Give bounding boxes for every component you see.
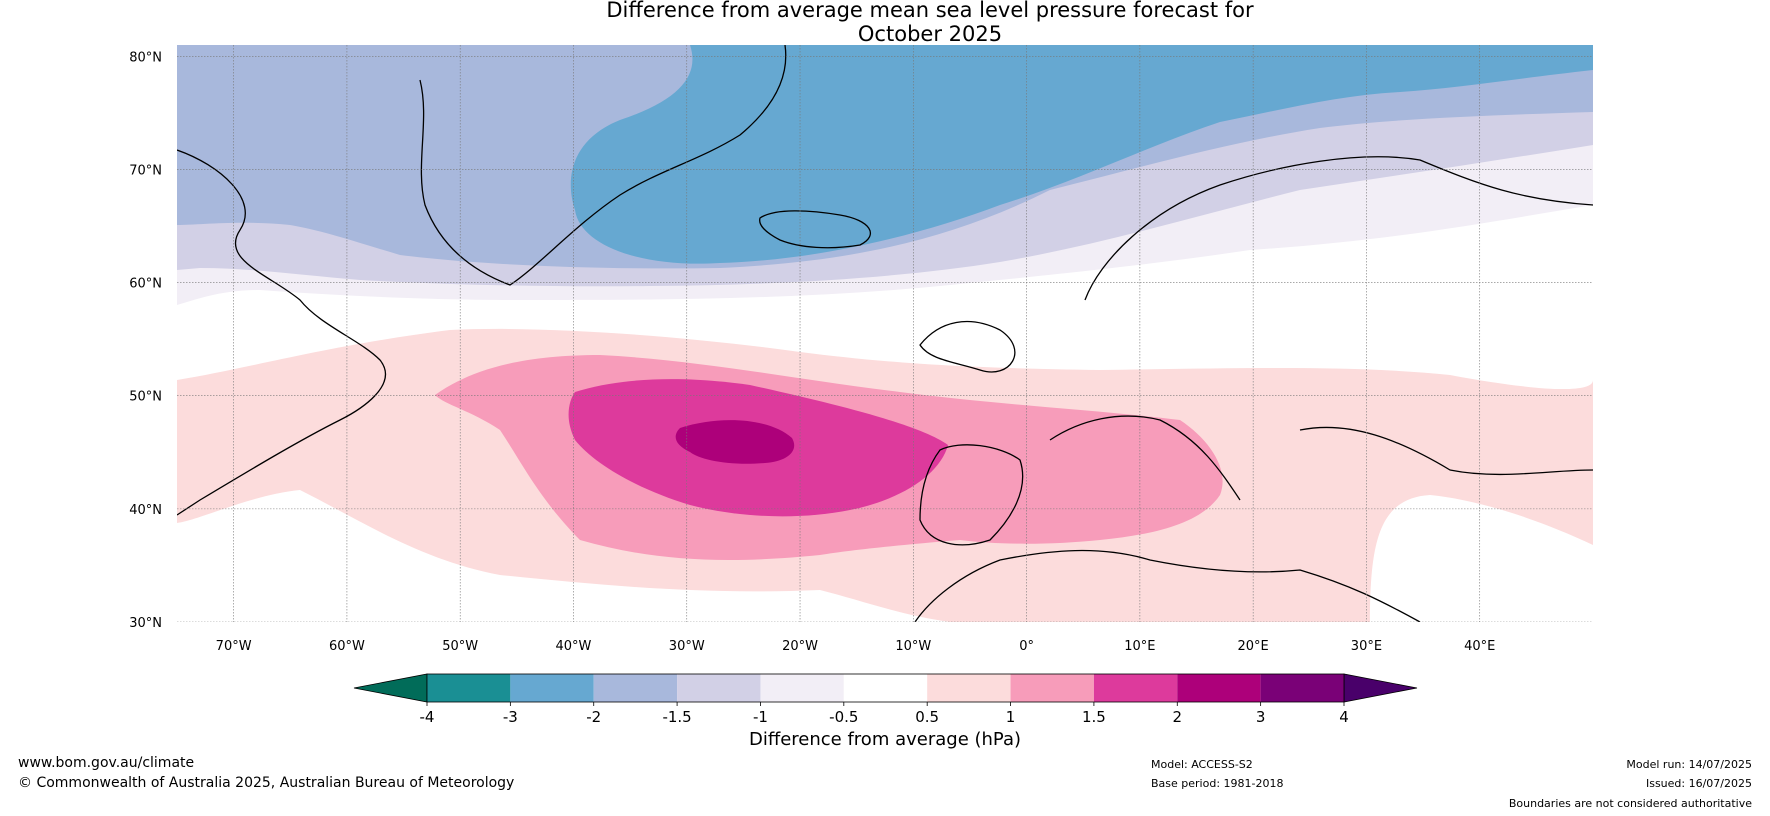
colorbar-segment [510, 674, 594, 702]
colorbar-tick-label: 0.5 [915, 708, 939, 726]
colorbar-segment [677, 674, 761, 702]
longitude-label: 10°W [895, 639, 931, 654]
longitude-label: 10°E [1124, 639, 1155, 654]
colorbar-segment [593, 674, 678, 702]
colorbar-tick-label: 3 [1256, 708, 1266, 726]
footer-model: Model: ACCESS-S2 [1151, 758, 1253, 771]
map-title: Difference from average mean sea level p… [606, 0, 1254, 46]
colorbar-tick-label: 4 [1339, 708, 1349, 726]
contour-neg-2 [570, 45, 1593, 264]
colorbar-tick-label: 2 [1172, 708, 1182, 726]
footer-disclaimer: Boundaries are not considered authoritat… [1508, 797, 1752, 810]
colorbar-frame [426, 673, 1345, 703]
europe-coast [919, 156, 1593, 546]
colorbar-segment [427, 674, 511, 702]
longitude-label: 20°W [782, 639, 818, 654]
anomaly-field [177, 45, 1593, 622]
colorbar-tick-label: -4 [420, 708, 435, 726]
longitude-label: 70°W [216, 639, 252, 654]
footer-url[interactable]: www.bom.gov.au/climate [18, 755, 195, 771]
longitude-label: 40°E [1464, 639, 1495, 654]
north-america-coast [177, 149, 387, 516]
colorbar-segment [843, 674, 928, 702]
latitude-label: 40°N [129, 503, 162, 518]
colorbar-tick-label: 1.5 [1082, 708, 1106, 726]
longitude-label: 50°W [442, 639, 478, 654]
colorbar-tick-label: 1 [1006, 708, 1016, 726]
latitude-label: 50°N [129, 390, 162, 405]
colorbar-tick-label: -0.5 [829, 708, 858, 726]
latitude-label: 30°N [129, 616, 162, 631]
longitude-label: 30°W [669, 639, 705, 654]
footer-base-period: Base period: 1981-2018 [1151, 777, 1284, 790]
colorbar-segment [927, 674, 1011, 702]
footer-issued: Issued: 16/07/2025 [1645, 777, 1752, 790]
longitude-label: 30°E [1351, 639, 1382, 654]
africa-coast [914, 549, 1421, 622]
graticule [177, 45, 1593, 622]
colorbar-label: Difference from average (hPa) [749, 729, 1021, 750]
coastlines [177, 45, 1593, 622]
footer-copyright: © Commonwealth of Australia 2025, Austra… [18, 775, 515, 791]
latitude-label: 60°N [129, 277, 162, 292]
latitude-labels: 80°N 70°N 60°N 50°N 40°N 30°N [129, 50, 162, 631]
colorbar-segment [1093, 674, 1178, 702]
latitude-label: 70°N [129, 163, 162, 178]
colorbar-over-extension [1343, 673, 1418, 703]
longitude-labels: 70°W 60°W 50°W 40°W 30°W 20°W 10°W 0° 10°E 20°E 30… [216, 639, 1496, 654]
longitude-label: 40°W [556, 639, 592, 654]
latitude-label: 80°N [129, 50, 162, 65]
colorbar-tick-label: -1 [753, 708, 768, 726]
iceland-coast [759, 210, 872, 249]
colorbar-tick-label: -2 [586, 708, 601, 726]
longitude-label: 0° [1019, 639, 1034, 654]
colorbar-under-extension [353, 673, 428, 703]
longitude-label: 60°W [329, 639, 365, 654]
colorbar-tick-label: -3 [503, 708, 518, 726]
colorbar-segment [1177, 674, 1261, 702]
colorbar-segment [1260, 674, 1344, 702]
colorbar-tick-label: -1.5 [662, 708, 691, 726]
colorbar-segment [1010, 674, 1094, 702]
colorbar-segment [760, 674, 844, 702]
contour-pos-2 [675, 420, 795, 464]
footer-model-run: Model run: 14/07/2025 [1626, 758, 1752, 771]
longitude-label: 20°E [1238, 639, 1269, 654]
greenland-coast [419, 45, 787, 286]
colorbar: -4 -3 -2 -1.5 -1 -0.5 0.5 1 1.5 2 3 4 [353, 673, 1418, 726]
